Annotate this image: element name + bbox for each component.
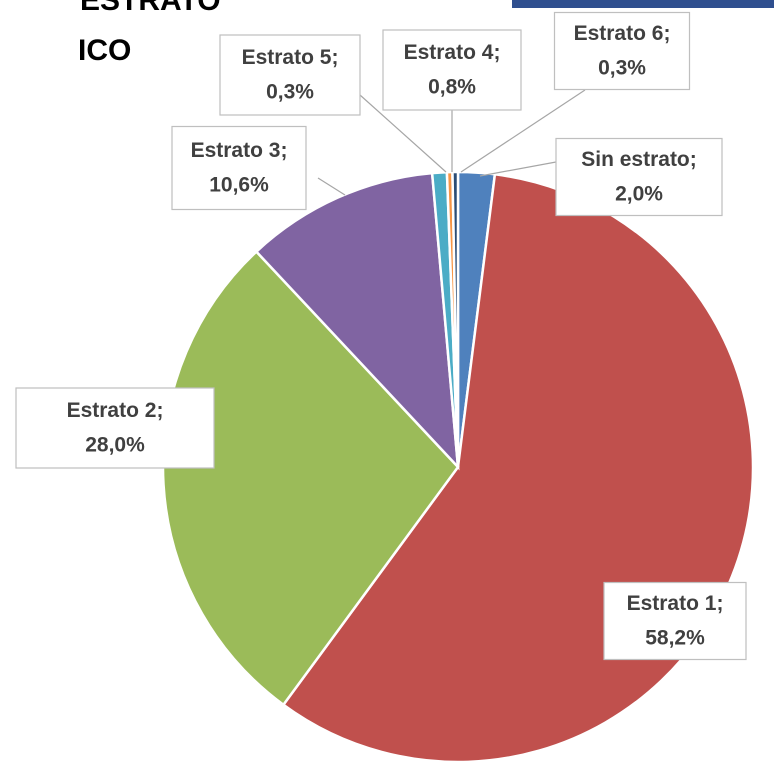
category-name: Estrato 3 xyxy=(191,139,281,162)
data-label-box xyxy=(603,581,747,661)
data-label-box xyxy=(553,11,691,91)
pie-slice xyxy=(451,170,460,468)
label-separator: ; xyxy=(156,399,163,422)
data-label-value: 58,2% xyxy=(645,627,705,650)
data-label-value: 0,3% xyxy=(598,57,646,80)
data-label-box xyxy=(219,34,361,116)
header-bar xyxy=(512,0,774,8)
data-label-box xyxy=(171,125,307,211)
leader-line xyxy=(460,89,586,173)
data-label-name: Estrato 1; xyxy=(627,592,724,615)
data-label-name: Estrato 5; xyxy=(242,46,339,69)
label-separator: ; xyxy=(493,41,500,64)
chart-title-line: ESTRATO xyxy=(80,0,221,17)
data-label-value: 0,8% xyxy=(428,76,476,99)
category-name: Estrato 6 xyxy=(574,22,664,45)
data-label-name: Estrato 3; xyxy=(191,139,288,162)
data-label-name: Sin estrato; xyxy=(581,148,697,171)
label-separator: ; xyxy=(280,139,287,162)
category-name: Estrato 5 xyxy=(242,46,332,69)
data-label-value: 28,0% xyxy=(85,434,145,457)
leader-line xyxy=(479,161,557,177)
data-label-box xyxy=(382,29,522,111)
data-label-value: 0,3% xyxy=(266,81,314,104)
data-label-name: Estrato 6; xyxy=(574,22,671,45)
data-label-box xyxy=(15,387,215,469)
category-name: Estrato 1 xyxy=(627,592,717,615)
data-label-name: Estrato 4; xyxy=(404,41,501,64)
data-label-name: Estrato 2; xyxy=(67,399,164,422)
data-label-box xyxy=(555,137,723,217)
label-separator: ; xyxy=(331,46,338,69)
data-label-value: 2,0% xyxy=(615,183,663,206)
category-name: Sin estrato xyxy=(581,148,690,171)
leader-line xyxy=(359,94,447,173)
category-name: Estrato 4 xyxy=(404,41,494,64)
label-separator: ; xyxy=(663,22,670,45)
category-name: Estrato 2 xyxy=(67,399,157,422)
data-label-value: 10,6% xyxy=(209,174,269,197)
pie-slice xyxy=(254,171,460,471)
leader-line xyxy=(317,177,346,196)
label-separator: ; xyxy=(716,592,723,615)
pie-slice xyxy=(161,249,460,707)
chart-title-line: ICO xyxy=(78,34,131,67)
label-separator: ; xyxy=(690,148,697,171)
